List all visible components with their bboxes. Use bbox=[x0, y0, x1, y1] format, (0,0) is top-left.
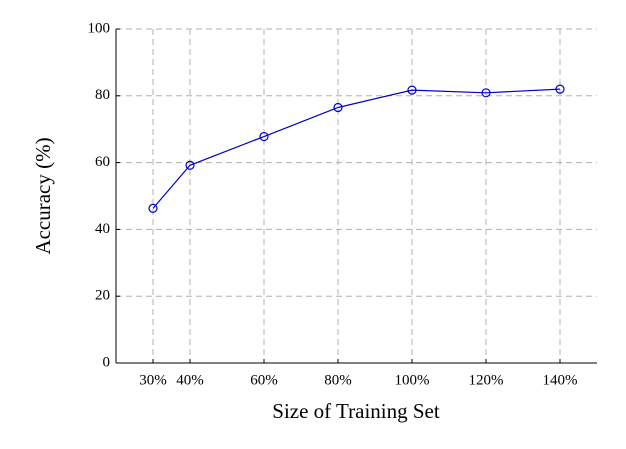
y-tick-label: 100 bbox=[88, 20, 111, 36]
y-tick-label: 60 bbox=[95, 154, 110, 170]
y-tick-label: 20 bbox=[95, 288, 110, 304]
x-tick-label: 30% bbox=[139, 372, 167, 388]
x-tick-label: 80% bbox=[324, 372, 352, 388]
marker bbox=[259, 131, 269, 142]
y-tick-label: 40 bbox=[95, 221, 110, 237]
x-tick-label: 60% bbox=[250, 372, 278, 388]
x-tick-label: 40% bbox=[176, 372, 204, 388]
marker bbox=[407, 85, 417, 95]
marker bbox=[481, 88, 491, 98]
y-axis-title: Accuracy (%) bbox=[31, 137, 55, 254]
y-tick-label: 80 bbox=[95, 87, 110, 103]
marker bbox=[555, 84, 565, 94]
x-tick-label: 100% bbox=[395, 372, 430, 388]
marker bbox=[185, 160, 195, 170]
x-tick-label: 140% bbox=[543, 372, 578, 388]
marker bbox=[148, 203, 158, 213]
x-tick-label: 120% bbox=[469, 372, 504, 388]
marker bbox=[333, 102, 343, 113]
x-axis-title: Size of Training Set bbox=[272, 399, 440, 423]
line bbox=[152, 88, 561, 209]
y-tick-label: 0 bbox=[103, 354, 111, 370]
